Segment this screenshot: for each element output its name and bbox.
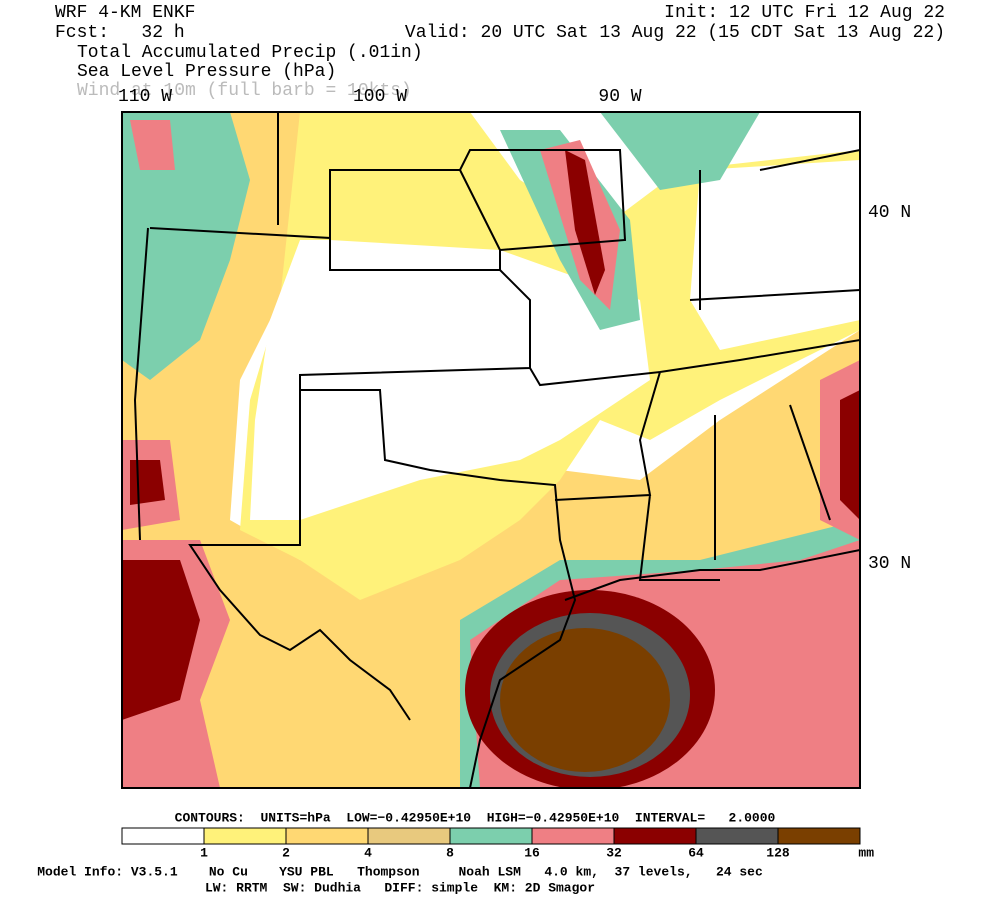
colorbar-bin [203,827,287,845]
colorbar: 1 2 4 8 16 32 64 128 mm [121,827,874,860]
colorbar-label: 1 [200,845,208,860]
model-title: WRF 4-KM ENKF [55,3,195,23]
colorbar-label: 8 [446,845,454,860]
colorbar-bin [367,827,451,845]
model-info: LW: RRTM SW: Dudhia DIFF: simple KM: 2D … [205,880,595,895]
field-label: Total Accumulated Precip (.01in) [77,43,423,63]
colorbar-bin [285,827,369,845]
colorbar-bin [613,827,697,845]
model-info: Model Info: V3.5.1 No Cu YSU PBL Thompso… [37,864,763,879]
colorbar-bin [449,827,533,845]
colorbar-bin [695,827,779,845]
colorbar-label: 64 [688,845,704,860]
colorbar-label: 128 [766,845,790,860]
longitude-label: 100 W [353,87,407,107]
forecast-hour: Fcst: 32 h [55,23,185,43]
contour-info: CONTOURS: UNITS=hPa LOW=−0.42950E+10 HIG… [175,810,776,825]
colorbar-label: 32 [606,845,622,860]
precip-map [121,111,861,789]
colorbar-label: 4 [364,845,372,860]
longitude-label: 110 W [118,87,172,107]
colorbar-bin [777,827,861,845]
colorbar-label: 2 [282,845,290,860]
latitude-label: 30 N [868,554,911,574]
colorbar-unit: mm [858,845,874,860]
colorbar-bin [531,827,615,845]
field-label: Sea Level Pressure (hPa) [77,62,336,82]
init-time: Init: 12 UTC Fri 12 Aug 22 [664,3,945,23]
longitude-label: 90 W [598,87,641,107]
colorbar-bin [121,827,205,845]
colorbar-label: 16 [524,845,540,860]
valid-time: Valid: 20 UTC Sat 13 Aug 22 (15 CDT Sat … [405,23,945,43]
field-label: Wind at 10m (full barb = 10kts) [77,81,412,101]
latitude-label: 40 N [868,203,911,223]
